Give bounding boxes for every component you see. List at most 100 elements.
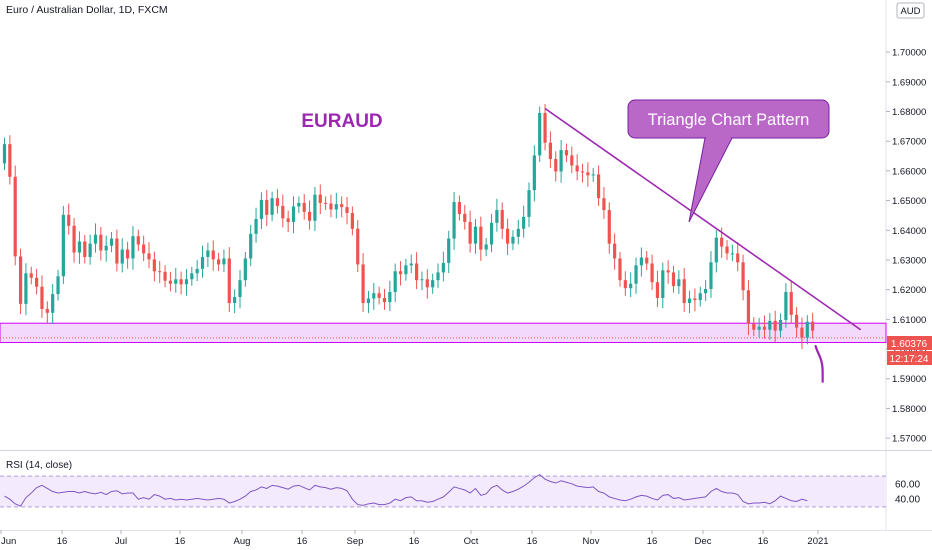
- candle-body: [698, 293, 702, 301]
- price-tick-label: 1.66000: [892, 166, 926, 177]
- candle-body: [109, 238, 114, 246]
- time-tick-label: 16: [758, 536, 769, 547]
- candle-body: [361, 264, 365, 304]
- candle-body: [746, 290, 751, 324]
- candle-body: [505, 228, 510, 244]
- candle-body: [398, 271, 403, 275]
- candle-body: [227, 258, 231, 304]
- candle-body: [104, 245, 108, 251]
- candle-body: [179, 279, 183, 285]
- candle-body: [313, 194, 317, 221]
- candle-body: [650, 263, 654, 283]
- candle-body: [607, 210, 611, 244]
- candle-body: [489, 222, 494, 245]
- candle-body: [794, 314, 799, 328]
- price-tick-label: 1.58000: [892, 404, 926, 415]
- candle-body: [404, 265, 408, 275]
- candles-layer: [2, 104, 815, 350]
- candle-body: [500, 210, 504, 229]
- triangle-trendline[interactable]: [544, 107, 862, 331]
- time-tick-label: Oct: [464, 536, 479, 547]
- main-pane-background: [0, 0, 886, 450]
- price-tick-label: 1.70000: [892, 48, 926, 59]
- candle-body: [639, 257, 643, 266]
- candle-body: [200, 256, 205, 269]
- price-tick-label: 1.59000: [892, 374, 926, 385]
- candle-body: [382, 297, 387, 303]
- candle-body: [554, 158, 558, 172]
- candle-body: [270, 198, 274, 215]
- time-axis: Jun 16 Jul 16 Aug 16 Sep 16 Oct 16 Nov 16 Dec 16 2021: [0, 530, 829, 547]
- candle-body: [575, 165, 579, 172]
- candle-body: [345, 207, 349, 214]
- candle-body: [516, 228, 520, 237]
- candle-body: [88, 243, 92, 257]
- candle-body: [452, 202, 456, 239]
- candle-body: [318, 194, 322, 203]
- candle-body: [61, 214, 65, 277]
- candle-body: [484, 244, 488, 250]
- currency-badge[interactable]: [896, 2, 925, 19]
- candle-body: [233, 297, 237, 304]
- candle-body: [463, 213, 467, 222]
- candle-body: [725, 246, 729, 254]
- candle-body: [522, 216, 526, 229]
- candle-body: [409, 263, 413, 266]
- candle-body: [152, 259, 156, 272]
- candle-body: [548, 142, 553, 159]
- time-tick-label: 2021: [807, 536, 828, 547]
- rsi-line[interactable]: [4, 473, 808, 507]
- price-tick-label: 1.64000: [892, 226, 926, 237]
- price-tick-label: 1.67000: [892, 137, 926, 148]
- candle-body: [51, 294, 55, 313]
- price-tick-label: 1.68000: [892, 107, 926, 118]
- candle-body: [18, 256, 23, 304]
- candle-body: [45, 308, 49, 313]
- candle-body: [811, 321, 815, 331]
- candle-body: [168, 280, 173, 284]
- candle-body: [730, 253, 734, 255]
- candle-body: [752, 323, 756, 330]
- candle-body: [13, 176, 17, 257]
- candle-body: [35, 277, 39, 287]
- candle-body: [307, 211, 312, 221]
- support-zone[interactable]: [0, 322, 887, 344]
- candle-body: [645, 257, 649, 264]
- symbol-title[interactable]: Euro / Australian Dollar, 1D, FXCM: [6, 4, 168, 16]
- candle-body: [24, 273, 28, 304]
- candle-body: [479, 226, 483, 250]
- candle-body: [768, 320, 772, 330]
- candle-body: [634, 265, 638, 284]
- candle-body: [372, 293, 376, 299]
- candle-body: [425, 279, 429, 288]
- rsi-label[interactable]: RSI (14, close): [6, 460, 72, 471]
- price-tick-label: 1.62000: [892, 285, 926, 296]
- candle-body: [136, 236, 140, 245]
- chart-annotation-title[interactable]: EURAUD: [301, 111, 382, 132]
- candle-body: [40, 286, 44, 309]
- price-scale-background: [886, 0, 932, 550]
- candle-body: [302, 202, 306, 212]
- candle-body: [720, 237, 724, 247]
- candle-body: [67, 214, 71, 226]
- candle-body: [457, 202, 462, 214]
- rsi-tick-label: 40.00: [895, 495, 920, 506]
- time-tick-label: 16: [57, 536, 68, 547]
- candle-body: [415, 263, 419, 281]
- candle-body: [99, 234, 103, 251]
- candle-body: [468, 221, 472, 244]
- candle-body: [388, 292, 392, 303]
- candle-body: [666, 270, 670, 273]
- candle-body: [671, 272, 676, 287]
- projection-arrow[interactable]: [814, 344, 824, 383]
- candle-body: [350, 213, 354, 229]
- candle-body: [125, 249, 130, 259]
- candle-body: [163, 271, 167, 281]
- candle-body: [586, 172, 590, 176]
- candle-body: [543, 112, 547, 143]
- candle-body: [431, 280, 435, 288]
- candle-body: [211, 250, 215, 260]
- candle-body: [693, 298, 697, 301]
- candle-body: [334, 204, 338, 210]
